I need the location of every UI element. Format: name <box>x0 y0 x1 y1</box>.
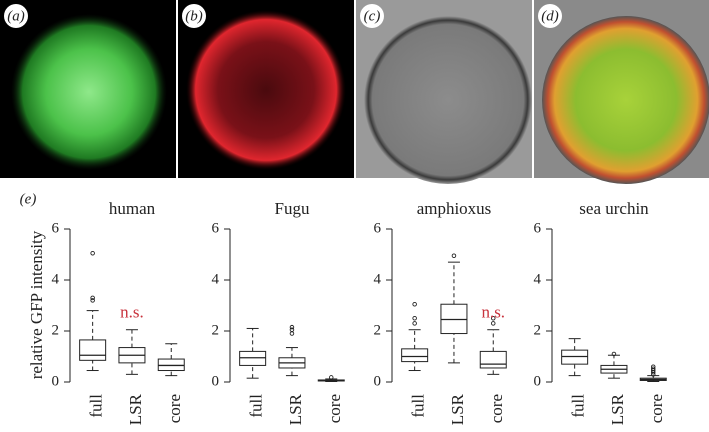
outlier <box>611 351 617 357</box>
x-tick-label: LSR <box>126 393 145 425</box>
box <box>401 348 429 363</box>
chart-title: amphioxus <box>417 199 492 218</box>
y-tick-label: 6 <box>534 220 542 236</box>
label-badge <box>182 4 206 28</box>
y-tick-label: 2 <box>534 322 542 338</box>
chart-title: human <box>109 199 156 218</box>
outlier <box>491 316 496 321</box>
label-badge <box>360 4 384 28</box>
x-tick-label: LSR <box>286 393 305 425</box>
annotation: n.s. <box>120 303 144 322</box>
y-tick-label: 0 <box>374 373 382 389</box>
x-tick-label: full <box>87 394 106 418</box>
x-tick-label: core <box>647 394 666 423</box>
y-tick-label: 0 <box>534 373 542 389</box>
outlier <box>451 253 457 259</box>
outlier <box>289 331 295 336</box>
y-tick-label: 4 <box>534 271 542 287</box>
outlier <box>412 316 417 321</box>
label-badge <box>538 4 562 28</box>
outlier <box>329 375 334 380</box>
annotation: n.s. <box>481 303 505 322</box>
y-tick-label: 2 <box>374 322 382 338</box>
x-tick-label: LSR <box>608 393 627 425</box>
outlier <box>412 301 417 307</box>
panel-label: (c) <box>364 8 381 24</box>
y-tick-label: 4 <box>374 271 382 287</box>
x-tick-label: core <box>325 394 344 423</box>
x-tick-label: core <box>165 394 184 423</box>
x-tick-label: full <box>569 394 588 418</box>
outlier <box>90 298 95 303</box>
outlier <box>651 364 656 369</box>
y-axis-label: relative GFP intensity <box>27 230 46 379</box>
x-tick-label: LSR <box>448 393 467 425</box>
outlier <box>491 321 496 326</box>
chart-title: Fugu <box>275 199 310 218</box>
box <box>79 339 107 361</box>
panel-label: (d) <box>541 8 559 24</box>
box <box>479 350 507 369</box>
image-c <box>356 0 532 184</box>
y-tick-label: 4 <box>52 271 60 287</box>
x-tick-label: core <box>487 394 506 423</box>
y-tick-label: 6 <box>212 220 220 236</box>
panel-label: (e) <box>20 191 37 207</box>
outlier <box>651 366 656 371</box>
y-tick-label: 4 <box>212 271 220 287</box>
panel-label: (a) <box>7 8 25 24</box>
y-tick-label: 0 <box>52 373 60 389</box>
outlier <box>90 295 95 301</box>
panel-label: (b) <box>185 8 203 24</box>
image-b <box>178 0 354 178</box>
y-tick-label: 0 <box>212 373 220 389</box>
x-tick-label: full <box>409 394 428 418</box>
chart-title: sea urchin <box>579 199 649 218</box>
label-badge <box>4 4 28 28</box>
image-a <box>0 0 176 178</box>
outlier <box>289 327 295 332</box>
y-tick-label: 6 <box>52 220 60 236</box>
y-tick-label: 2 <box>52 322 60 338</box>
y-tick-label: 6 <box>374 220 382 236</box>
image-d <box>534 0 709 184</box>
outlier <box>412 321 417 326</box>
outlier <box>289 324 295 330</box>
x-tick-label: full <box>247 394 266 418</box>
y-tick-label: 2 <box>212 322 220 338</box>
outlier <box>90 250 95 256</box>
